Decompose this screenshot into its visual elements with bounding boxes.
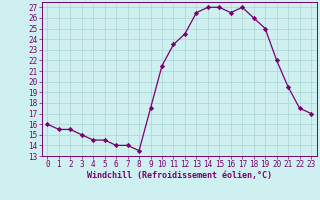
- X-axis label: Windchill (Refroidissement éolien,°C): Windchill (Refroidissement éolien,°C): [87, 171, 272, 180]
